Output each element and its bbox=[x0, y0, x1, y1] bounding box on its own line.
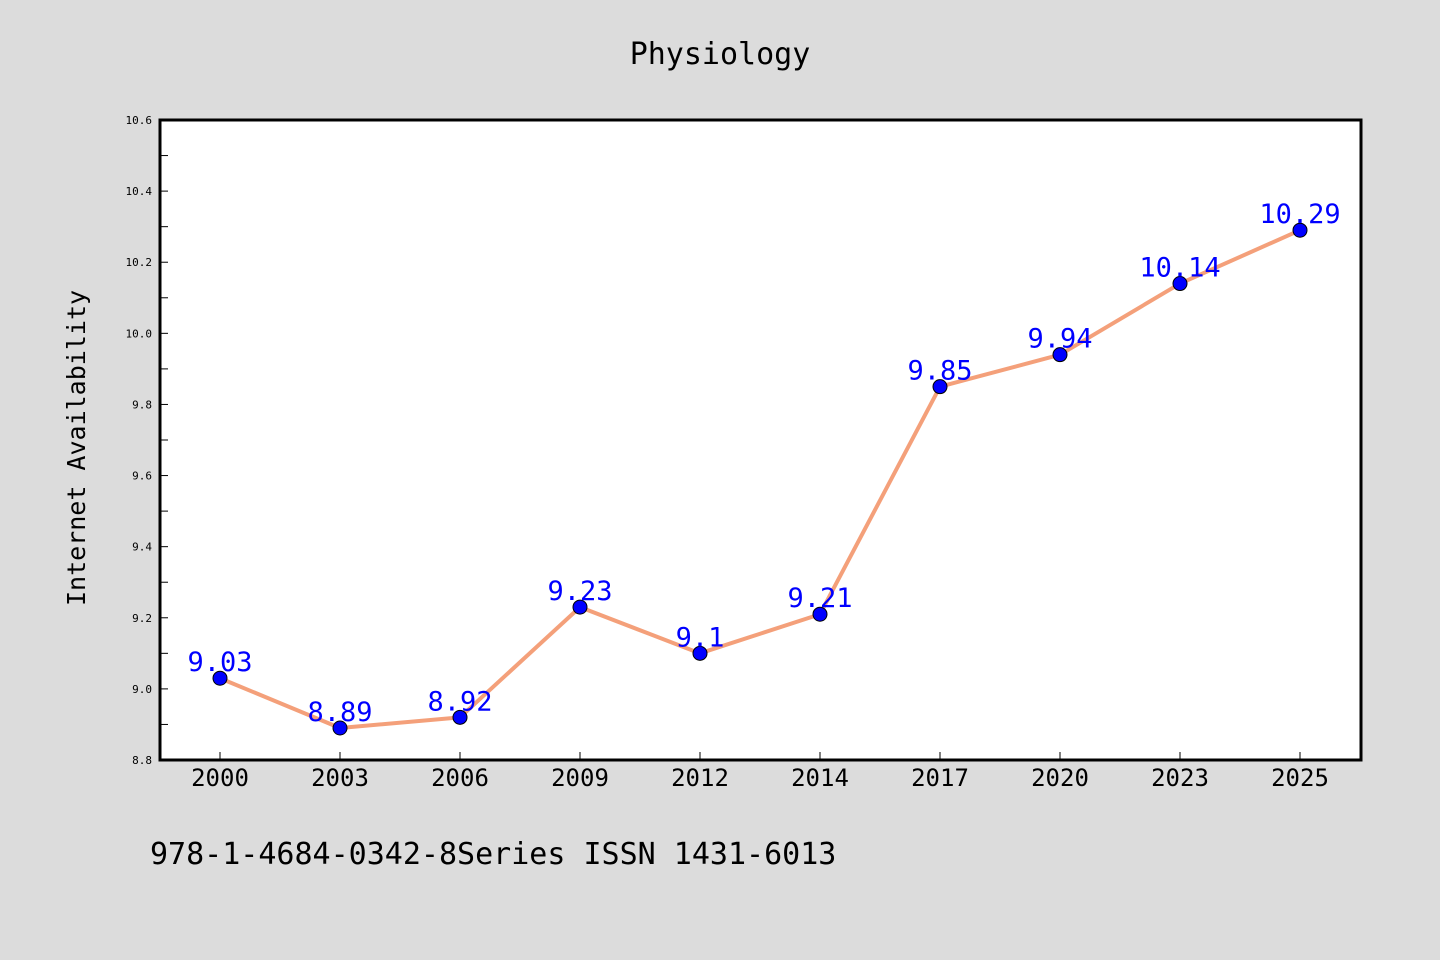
x-tick-label: 2014 bbox=[791, 764, 849, 792]
x-tick-label: 2000 bbox=[191, 764, 249, 792]
footer-text: 978-1-4684-0342-8Series ISSN 1431-6013 bbox=[150, 837, 836, 872]
data-point bbox=[212, 670, 228, 686]
y-tick-label: 8.8 bbox=[132, 754, 152, 767]
y-tick-label: 10.0 bbox=[126, 327, 153, 340]
y-axis-label: Internet Availability bbox=[62, 290, 91, 606]
data-label: 10.29 bbox=[1259, 199, 1340, 230]
y-tick-label: 9.6 bbox=[132, 470, 152, 483]
data-labels-group: 9.03 8.89 8.92 9.23 9.1 9.21 9.85 9.94 10.14 10.2… bbox=[187, 199, 1340, 728]
data-label: 9.23 bbox=[547, 576, 612, 607]
data-point bbox=[332, 720, 348, 736]
y-tick-label: 9.4 bbox=[132, 541, 152, 554]
x-tick-label: 2009 bbox=[551, 764, 609, 792]
data-label: 9.85 bbox=[907, 356, 972, 387]
data-label: 9.94 bbox=[1027, 324, 1092, 355]
data-label: 9.21 bbox=[787, 583, 852, 614]
y-tick-label: 9.8 bbox=[132, 398, 152, 411]
data-point bbox=[572, 599, 588, 615]
data-point bbox=[692, 645, 708, 661]
x-tick-label: 2020 bbox=[1031, 764, 1089, 792]
x-tick-label: 2023 bbox=[1151, 764, 1209, 792]
series-markers-group bbox=[212, 222, 1308, 736]
data-label: 8.89 bbox=[307, 697, 372, 728]
data-point bbox=[812, 606, 828, 622]
x-axis-ticks: 2000 2003 2006 2009 2012 2014 2017 2020 2023 2025 bbox=[191, 752, 1329, 792]
y-axis-ticks: 8.8 9.0 9.2 9.4 9.6 9.8 10.0 10.2 10.4 10.6 bbox=[126, 114, 168, 767]
data-point bbox=[452, 709, 468, 725]
y-tick-label: 10.2 bbox=[126, 256, 153, 269]
plot-area bbox=[158, 118, 1363, 762]
x-tick-label: 2025 bbox=[1271, 764, 1329, 792]
series-line-group bbox=[219, 228, 1301, 730]
data-label: 9.03 bbox=[187, 647, 252, 678]
x-tick-label: 2003 bbox=[311, 764, 369, 792]
data-point bbox=[932, 379, 948, 395]
x-tick-label: 2017 bbox=[911, 764, 969, 792]
data-point bbox=[1292, 222, 1308, 238]
x-tick-label: 2012 bbox=[671, 764, 729, 792]
y-tick-label: 9.0 bbox=[132, 683, 152, 696]
chart-title: Physiology bbox=[630, 37, 811, 72]
data-point bbox=[1172, 276, 1188, 292]
data-point bbox=[1052, 347, 1068, 363]
y-tick-label: 9.2 bbox=[132, 612, 152, 625]
data-label: 10.14 bbox=[1139, 253, 1220, 284]
series-line bbox=[219, 228, 1301, 730]
data-label: 9.1 bbox=[676, 622, 725, 653]
y-tick-label: 10.4 bbox=[126, 185, 153, 198]
x-tick-label: 2006 bbox=[431, 764, 489, 792]
data-label: 8.92 bbox=[427, 686, 492, 717]
y-tick-label: 10.6 bbox=[126, 114, 153, 127]
